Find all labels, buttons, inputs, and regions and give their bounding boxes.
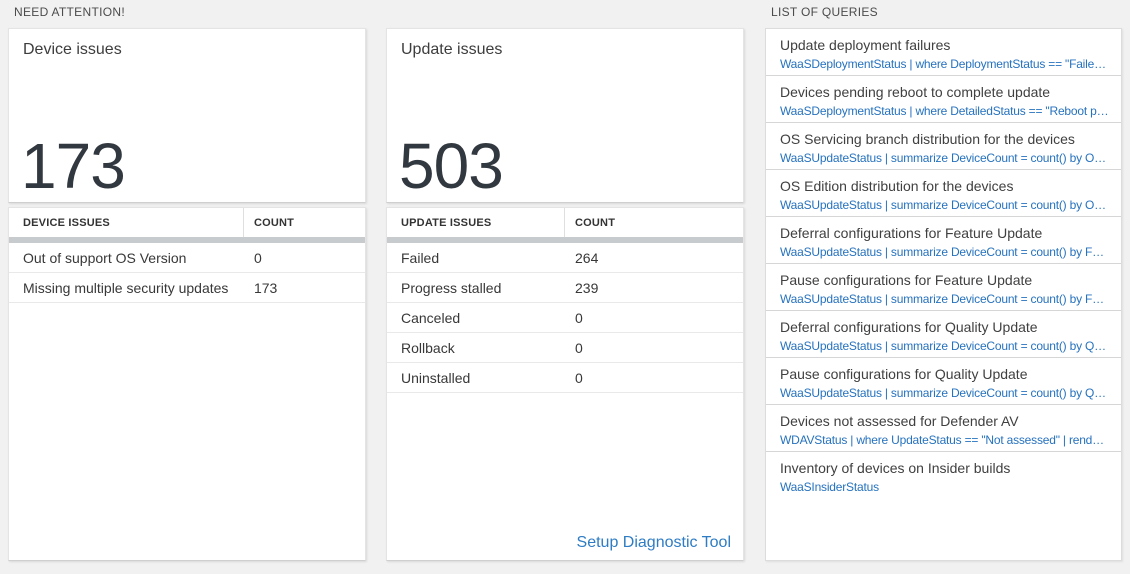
- row-label: Out of support OS Version: [23, 249, 187, 266]
- row-count: 264: [575, 249, 599, 266]
- update-issues-card-title: Update issues: [401, 41, 503, 58]
- query-list-item[interactable]: OS Servicing branch distribution for the…: [766, 123, 1121, 170]
- device-issues-header-label: DEVICE ISSUES: [9, 208, 244, 237]
- query-list-item[interactable]: Update deployment failures WaaSDeploymen…: [766, 29, 1121, 76]
- query-list-item[interactable]: OS Edition distribution for the devices …: [766, 170, 1121, 217]
- query-list-item[interactable]: Deferral configurations for Feature Upda…: [766, 217, 1121, 264]
- table-row[interactable]: Missing multiple security updates 173: [9, 273, 365, 303]
- row-label: Uninstalled: [401, 369, 471, 386]
- query-list-item[interactable]: Pause configurations for Quality Update …: [766, 358, 1121, 405]
- query-title: Deferral configurations for Quality Upda…: [780, 319, 1038, 335]
- row-label: Rollback: [401, 339, 455, 356]
- device-issues-header-count: COUNT: [253, 216, 295, 229]
- query-code: WaaSUpdateStatus | summarize DeviceCount…: [780, 386, 1109, 400]
- query-title: Devices pending reboot to complete updat…: [780, 84, 1051, 100]
- update-issues-table: UPDATE ISSUES COUNT Failed 264 Progress …: [386, 207, 744, 561]
- query-title: Pause configurations for Feature Update: [780, 272, 1033, 288]
- row-label: Progress stalled: [401, 279, 502, 296]
- row-label: Failed: [401, 249, 440, 266]
- query-code: WaaSDeploymentStatus | where DeploymentS…: [780, 57, 1109, 71]
- query-list-item[interactable]: Devices not assessed for Defender AV WDA…: [766, 405, 1121, 452]
- table-row[interactable]: Canceled 0: [387, 303, 743, 333]
- device-issues-table: DEVICE ISSUES COUNT Out of support OS Ve…: [8, 207, 366, 561]
- table-header-divider: [387, 237, 743, 243]
- query-title: OS Servicing branch distribution for the…: [780, 131, 1075, 147]
- table-row[interactable]: Out of support OS Version 0: [9, 243, 365, 273]
- query-code: WaaSUpdateStatus | summarize DeviceCount…: [780, 151, 1109, 165]
- query-code: WaaSUpdateStatus | summarize DeviceCount…: [780, 198, 1109, 212]
- row-count: 0: [575, 309, 583, 326]
- row-label: Missing multiple security updates: [23, 279, 229, 296]
- query-title: Update deployment failures: [780, 37, 951, 53]
- query-title: OS Edition distribution for the devices: [780, 178, 1014, 194]
- queries-panel: Update deployment failures WaaSDeploymen…: [765, 28, 1122, 561]
- query-title: Devices not assessed for Defender AV: [780, 413, 1019, 429]
- section-title-need-attention: NEED ATTENTION!: [14, 5, 125, 19]
- row-count: 173: [253, 279, 278, 296]
- update-issues-total: 503: [399, 130, 504, 202]
- query-title: Inventory of devices on Insider builds: [780, 460, 1011, 476]
- table-row[interactable]: Uninstalled 0: [387, 363, 743, 393]
- query-title: Deferral configurations for Feature Upda…: [780, 225, 1043, 241]
- table-header-divider: [9, 237, 365, 243]
- update-issues-header-count: COUNT: [575, 216, 616, 229]
- query-list-item[interactable]: Deferral configurations for Quality Upda…: [766, 311, 1121, 358]
- update-issues-card[interactable]: Update issues 503: [386, 28, 744, 203]
- update-issues-header-label: UPDATE ISSUES: [387, 208, 565, 237]
- row-count: 239: [575, 279, 599, 296]
- query-list-item[interactable]: Inventory of devices on Insider builds W…: [766, 452, 1121, 499]
- section-title-list-of-queries: LIST OF QUERIES: [771, 5, 878, 19]
- device-issues-card[interactable]: Device issues 173: [8, 28, 366, 203]
- device-issues-table-header: DEVICE ISSUES COUNT: [9, 208, 365, 237]
- table-row[interactable]: Failed 264: [387, 243, 743, 273]
- row-count: 0: [575, 339, 583, 356]
- query-list-item[interactable]: Devices pending reboot to complete updat…: [766, 76, 1121, 123]
- row-count: 0: [253, 249, 262, 266]
- table-row[interactable]: Progress stalled 239: [387, 273, 743, 303]
- query-code: WaaSUpdateStatus | summarize DeviceCount…: [780, 245, 1109, 259]
- update-issues-table-header: UPDATE ISSUES COUNT: [387, 208, 743, 237]
- row-count: 0: [575, 369, 583, 386]
- table-row[interactable]: Rollback 0: [387, 333, 743, 363]
- device-issues-total: 173: [21, 130, 126, 202]
- device-issues-card-title: Device issues: [23, 41, 122, 58]
- query-code: WaaSUpdateStatus | summarize DeviceCount…: [780, 339, 1109, 353]
- query-code: WaaSInsiderStatus: [780, 480, 879, 494]
- setup-diagnostic-tool-link[interactable]: Setup Diagnostic Tool: [576, 534, 731, 551]
- query-list-item[interactable]: Pause configurations for Feature Update …: [766, 264, 1121, 311]
- query-title: Pause configurations for Quality Update: [780, 366, 1028, 382]
- row-label: Canceled: [401, 309, 461, 326]
- query-code: WDAVStatus | where UpdateStatus == "Not …: [780, 433, 1109, 447]
- query-code: WaaSUpdateStatus | summarize DeviceCount…: [780, 292, 1109, 306]
- query-code: WaaSDeploymentStatus | where DetailedSta…: [780, 104, 1109, 118]
